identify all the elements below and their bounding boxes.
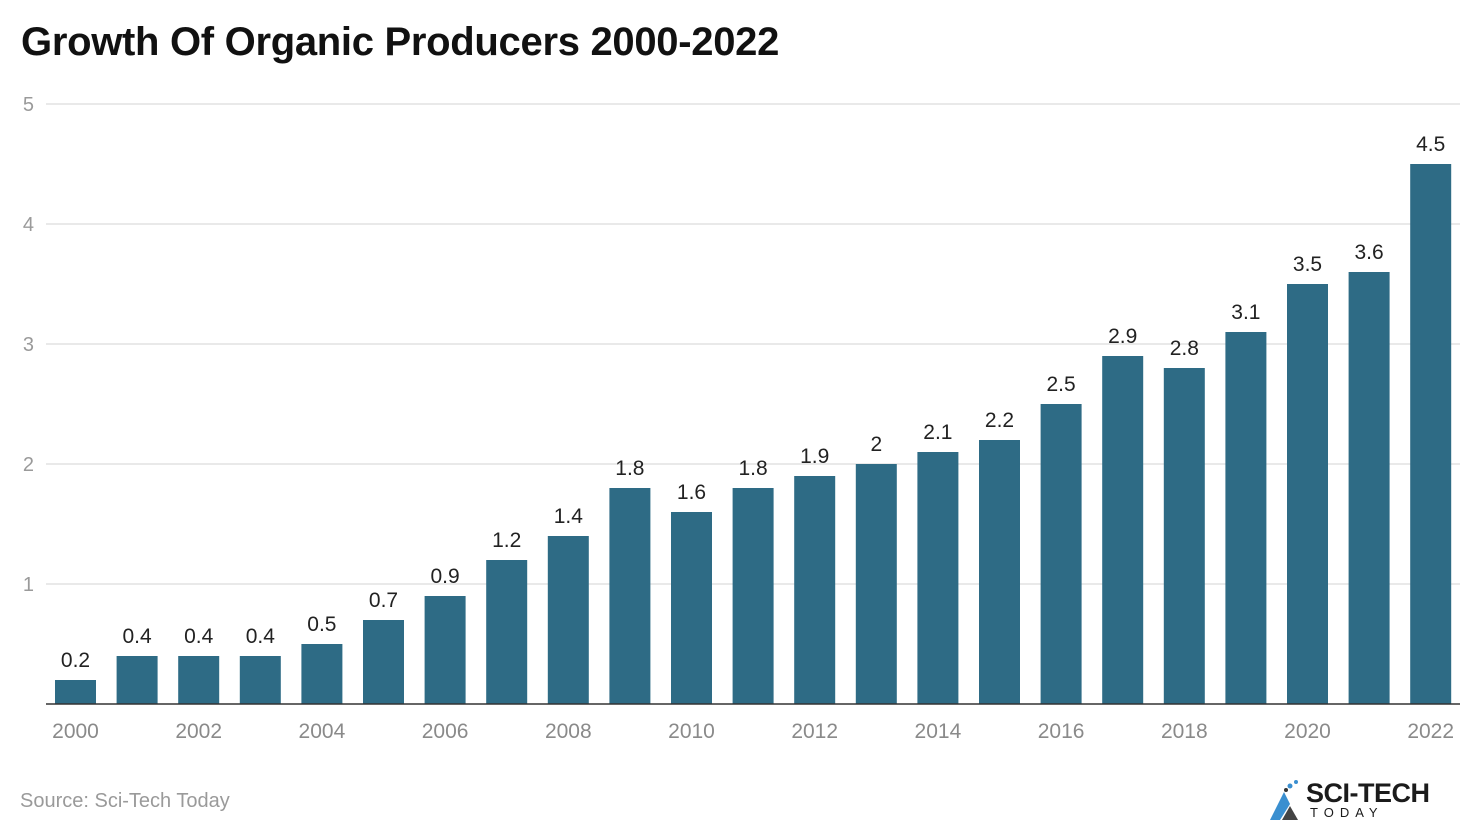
data-label: 2.8	[1170, 337, 1199, 360]
bar	[486, 560, 528, 704]
data-label: 2.9	[1108, 325, 1137, 348]
data-label: 3.1	[1231, 301, 1260, 324]
x-tick-label: 2016	[1038, 720, 1085, 743]
chart-title: Growth Of Organic Producers 2000-2022	[21, 20, 780, 64]
data-label: 1.6	[677, 481, 706, 504]
bar	[855, 464, 897, 704]
bar	[1287, 284, 1328, 704]
x-tick-label: 2012	[791, 720, 838, 743]
sci-tech-today-logo: SCI-TECH TODAY	[1268, 778, 1448, 822]
y-tick-label: 4	[23, 214, 34, 236]
data-label: 0.4	[246, 625, 276, 648]
data-label: 3.5	[1293, 253, 1322, 276]
bar	[1348, 272, 1390, 704]
x-tick-label: 2002	[175, 720, 222, 743]
y-tick-label: 2	[23, 454, 34, 476]
data-label: 2.5	[1046, 373, 1075, 396]
data-label: 0.4	[122, 625, 152, 648]
x-tick-label: 2014	[915, 720, 962, 743]
data-label: 2.1	[923, 421, 952, 444]
data-label: 0.5	[307, 613, 336, 636]
bar	[116, 656, 158, 704]
data-label: 0.7	[369, 589, 398, 612]
x-tick-label: 2022	[1407, 720, 1454, 743]
data-label: 1.9	[800, 445, 829, 468]
y-tick-label: 1	[23, 574, 34, 596]
data-label: 3.6	[1354, 241, 1383, 264]
bar	[239, 656, 281, 704]
bar	[1163, 368, 1205, 704]
logo-mark-icon	[1270, 780, 1298, 820]
logo-text: SCI-TECH	[1306, 778, 1430, 808]
bar	[1410, 164, 1452, 704]
y-tick-label: 5	[23, 94, 34, 116]
bar-chart: 1 2 3 4 5 0.2 0.4 0.4 0.4 0.5 0.7 0.9 1.2 1.4 1.8 1.6 1.…	[23, 94, 1460, 743]
bar	[547, 536, 589, 704]
bar	[178, 656, 220, 704]
x-tick-label: 2008	[545, 720, 592, 743]
x-tick-label: 2018	[1161, 720, 1208, 743]
x-tick-label: 2000	[52, 720, 99, 743]
bar	[732, 488, 774, 704]
bar	[671, 512, 712, 704]
data-label: 0.4	[184, 625, 214, 648]
data-label: 2	[870, 433, 882, 456]
bar	[609, 488, 651, 704]
bar	[979, 440, 1020, 704]
bar	[55, 680, 96, 704]
source-note: Source: Sci-Tech Today	[20, 790, 230, 812]
bar	[794, 476, 836, 704]
data-label: 1.8	[615, 457, 644, 480]
data-label: 4.5	[1416, 133, 1445, 156]
bar	[424, 596, 466, 704]
data-label: 0.2	[61, 649, 90, 672]
bar	[1040, 404, 1082, 704]
data-label: 2.2	[985, 409, 1014, 432]
x-tick-label: 2020	[1284, 720, 1331, 743]
bar	[1102, 356, 1144, 704]
y-tick-label: 3	[23, 334, 34, 356]
x-tick-label: 2010	[668, 720, 715, 743]
logo-subtext: TODAY	[1310, 805, 1384, 820]
x-tick-label: 2004	[299, 720, 346, 743]
bar	[1225, 332, 1267, 704]
x-tick-label: 2006	[422, 720, 469, 743]
bar	[363, 620, 404, 704]
data-label: 0.9	[430, 565, 459, 588]
data-label: 1.4	[554, 505, 584, 528]
bar	[917, 452, 959, 704]
bar	[301, 644, 343, 704]
data-label: 1.2	[492, 529, 521, 552]
data-label: 1.8	[738, 457, 767, 480]
